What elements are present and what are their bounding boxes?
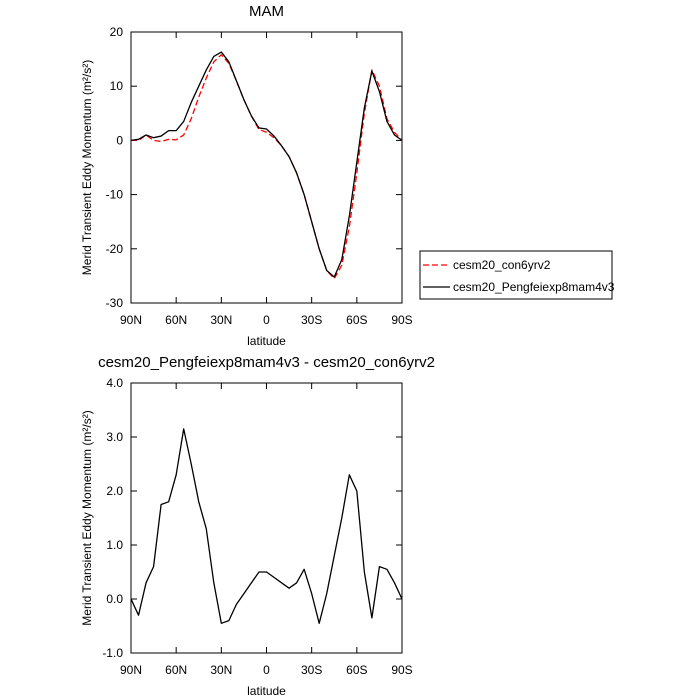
y-tick-label: 0 — [116, 133, 123, 147]
y-tick-label: 1.0 — [106, 538, 123, 552]
x-tick-label: 30S — [301, 663, 322, 677]
legend-label: cesm20_con6yrv2 — [453, 258, 551, 272]
y-tick-label: 0.0 — [106, 592, 123, 606]
y-axis-label: Merid Transient Eddy Momentum (m²/s²) — [80, 60, 94, 275]
chart-title: cesm20_Pengfeiexp8mam4v3 - cesm20_con6yr… — [98, 354, 435, 371]
plot-frame — [130, 382, 403, 654]
x-axis-label: latitude — [247, 684, 286, 698]
x-tick-label: 90S — [391, 313, 412, 327]
x-tick-label: 60S — [346, 663, 367, 677]
legend-label: cesm20_Pengfeiexp8mam4v3 — [453, 280, 615, 294]
y-tick-label: -20 — [106, 242, 124, 256]
x-tick-label: 60S — [346, 313, 367, 327]
series-line — [130, 51, 403, 278]
series-line — [131, 54, 403, 280]
x-tick-label: 30S — [301, 313, 322, 327]
x-axis-label: latitude — [247, 334, 286, 348]
x-tick-label: 30N — [210, 663, 232, 677]
y-tick-label: -1.0 — [102, 646, 123, 660]
x-tick-label: 60N — [165, 663, 187, 677]
y-axis-label: Merid Transient Eddy Momentum (m²/s²) — [80, 410, 94, 625]
plot-frame — [130, 31, 403, 304]
series-line — [130, 428, 403, 624]
x-tick-label: 60N — [165, 313, 187, 327]
chart-title: MAM — [249, 3, 284, 20]
x-tick-label: 90N — [120, 313, 142, 327]
x-tick-label: 0 — [263, 313, 270, 327]
legend-box — [419, 250, 613, 300]
y-tick-label: 20 — [110, 25, 124, 39]
y-tick-label: 10 — [110, 79, 124, 93]
y-tick-label: 2.0 — [106, 484, 123, 498]
x-tick-label: 90S — [391, 663, 412, 677]
y-tick-label: -10 — [106, 188, 124, 202]
x-tick-label: 0 — [263, 663, 270, 677]
y-tick-label: -30 — [106, 296, 124, 310]
y-tick-label: 3.0 — [106, 430, 123, 444]
x-tick-label: 90N — [120, 663, 142, 677]
y-tick-label: 4.0 — [106, 376, 123, 390]
x-tick-label: 30N — [210, 313, 232, 327]
